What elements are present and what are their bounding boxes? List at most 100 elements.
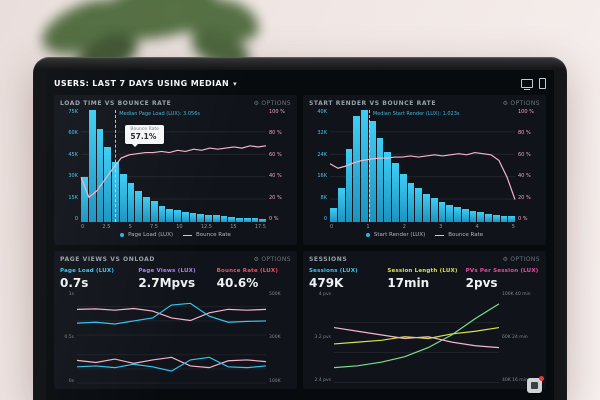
sparkline-row <box>77 341 266 384</box>
gear-icon: ⚙ <box>253 256 260 263</box>
histogram-bar <box>150 201 158 222</box>
histogram-bar <box>353 115 360 222</box>
x-axis: 0 1 2 3 4 5 <box>330 222 515 230</box>
tick-label: 30K <box>68 173 78 180</box>
metric: Page Views (LUX) 2.7Mpvs <box>138 268 212 290</box>
tick-label: 80 % <box>518 130 531 137</box>
tick-label: 5 <box>511 224 515 230</box>
panel-page-views: PAGE VIEWS VS ONLOAD ⚙ OPTIONS Page Load… <box>54 251 297 389</box>
histogram-bar <box>337 188 345 222</box>
tick-label: 100K <box>269 378 281 384</box>
tooltip-value: 57.1% <box>130 131 157 141</box>
y-axis-left: 75K 60K 45K 30K 15K 0 <box>60 110 78 222</box>
tick-label: 60 % <box>269 151 282 158</box>
tick-label: 4 <box>475 224 479 230</box>
users-label: USERS: <box>54 79 90 88</box>
tooltip: Bounce Rate 57.1% <box>125 124 164 147</box>
mobile-icon[interactable] <box>539 78 546 89</box>
options-button[interactable]: ⚙ OPTIONS <box>503 100 540 107</box>
histogram-bar <box>508 216 515 222</box>
tick-label: 15 <box>230 224 237 230</box>
laptop-bezel: USERS: LAST 7 DAYS USING MEDIAN ▾ LOAD T… <box>33 57 567 400</box>
tick-label: 10 <box>176 224 183 230</box>
histogram-bar <box>477 212 484 222</box>
histogram-bar <box>423 194 430 222</box>
dashboard-header: USERS: LAST 7 DAYS USING MEDIAN ▾ <box>54 76 546 91</box>
tick-label: 2.4 pvs <box>314 378 331 384</box>
legend-line-icon <box>183 234 192 236</box>
median-line: Median Start Render (LUX): 1.023s <box>368 110 460 222</box>
options-label: OPTIONS <box>510 256 540 263</box>
options-button[interactable]: ⚙ OPTIONS <box>254 100 291 107</box>
legend-bar-label: Page Load (LUX) <box>128 232 173 238</box>
tick-label: 100 % <box>518 109 534 115</box>
tick-label: 24K <box>317 151 327 158</box>
metric: Page Load (LUX) 0.7s <box>60 268 134 290</box>
histogram-bar <box>127 183 135 222</box>
tick-label: 100 % <box>269 109 285 115</box>
histogram-bar <box>392 163 399 222</box>
histogram-bar <box>189 213 197 222</box>
desktop-icon[interactable] <box>521 79 533 90</box>
metric: Bounce Rate (LUX) 40.6% <box>217 268 291 290</box>
tick-label: 0 % <box>518 215 528 222</box>
options-button[interactable]: ⚙ OPTIONS <box>503 256 540 263</box>
metric-value: 2pvs <box>465 276 498 290</box>
tick-label: 1 <box>366 224 370 230</box>
histogram-bar <box>251 218 259 222</box>
options-button[interactable]: ⚙ OPTIONS <box>254 256 291 263</box>
histogram-bar <box>135 190 142 222</box>
metrics-row: Page Load (LUX) 0.7s Page Views (LUX) 2.7Mp… <box>60 268 291 290</box>
tick-label: 3 <box>439 224 443 230</box>
metric: Sessions (LUX) 479K <box>309 268 383 290</box>
panel-sessions: SESSIONS ⚙ OPTIONS Sessions (LUX) 479K Ses… <box>303 251 546 389</box>
launcher-icon[interactable] <box>527 376 544 393</box>
tick-label: 45K <box>68 151 78 158</box>
histogram-bar <box>384 152 391 222</box>
sessions-chart: 4 pvs 3.2 pvs 2.4 pvs 100K 40 min 60K 24 mi… <box>309 292 540 384</box>
histogram-bar <box>461 209 469 222</box>
metrics-row: Sessions (LUX) 479K Session Length (LUX) 17… <box>309 268 540 290</box>
gear-icon: ⚙ <box>253 100 260 107</box>
metric-value: 40.6% <box>216 276 259 290</box>
panel-title: LOAD TIME VS BOUNCE RATE <box>60 100 172 107</box>
metric-label: Page Views (LUX) <box>138 268 196 274</box>
timeframe-dropdown[interactable]: USERS: LAST 7 DAYS USING MEDIAN ▾ <box>54 79 237 88</box>
histogram-bar <box>181 211 189 222</box>
tick-label: 32K <box>317 130 327 137</box>
histogram-bar <box>143 196 150 222</box>
tick-label: 20 % <box>269 194 282 201</box>
tick-label: 0 <box>74 215 78 222</box>
tick-label: 300K <box>269 335 281 341</box>
session-length-line <box>334 328 499 344</box>
histogram <box>330 110 515 222</box>
sparkline-row <box>77 293 266 336</box>
tick-label: 2.5 <box>102 224 111 230</box>
tick-label: 60K 24 min <box>502 335 528 341</box>
tick-label: 3.2 pvs <box>314 335 331 341</box>
histogram-bar <box>236 217 243 222</box>
metric: Session Length (LUX) 17min <box>387 268 461 290</box>
metric-label: Page Load (LUX) <box>60 268 115 274</box>
histogram-bar <box>438 202 446 222</box>
histogram-bar <box>368 121 376 222</box>
histogram-bar <box>454 207 461 222</box>
histogram-bar <box>415 188 422 222</box>
y-axis-left: 40K 32K 24K 16K 8K 0 <box>309 110 327 222</box>
tick-label: 500K <box>269 292 281 297</box>
metric-label: Session Length (LUX) <box>387 268 458 274</box>
histogram-bar <box>228 216 235 222</box>
histogram-bar <box>119 174 127 222</box>
plot-area: Median Start Render (LUX): 1.023s <box>330 110 515 222</box>
y-axis-right: 100K 40 min 60K 24 min 40K 16 min <box>502 292 540 384</box>
sessions-line <box>334 304 499 368</box>
notification-dot <box>539 376 544 381</box>
histogram-bar <box>174 210 181 222</box>
panel-title: PAGE VIEWS VS ONLOAD <box>60 256 155 263</box>
metric: PVs Per Session (LUX) 2pvs <box>466 268 540 290</box>
histogram-bar <box>407 182 415 222</box>
histogram-bar <box>399 174 407 222</box>
tick-label: 0 <box>330 224 334 230</box>
y-axis-right: 100 % 80 % 60 % 40 % 20 % 0 % <box>269 110 291 222</box>
